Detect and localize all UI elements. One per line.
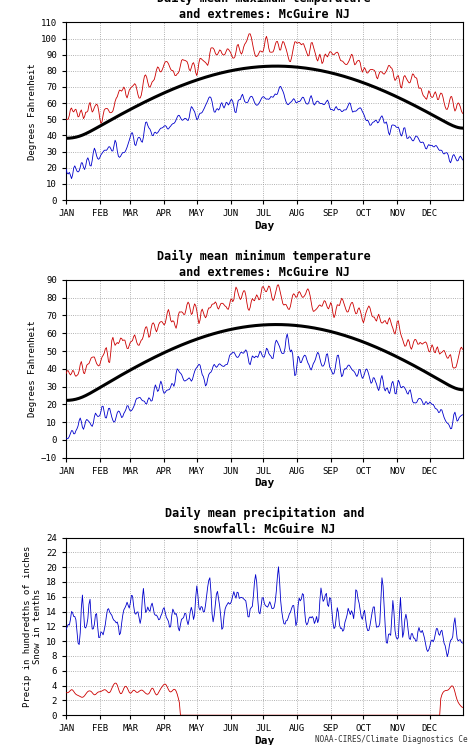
Y-axis label: Degrees Fahrenheit: Degrees Fahrenheit	[28, 63, 37, 159]
Title: Daily mean minimum temperature
and extremes: McGuire NJ: Daily mean minimum temperature and extre…	[158, 250, 371, 279]
X-axis label: Day: Day	[254, 736, 274, 745]
X-axis label: Day: Day	[254, 478, 274, 489]
Title: Daily mean precipitation and
snowfall: McGuire NJ: Daily mean precipitation and snowfall: M…	[165, 507, 364, 536]
Y-axis label: Precip in hundredths of inches
Snow in tenths: Precip in hundredths of inches Snow in t…	[23, 546, 42, 707]
Title: Daily mean maximum temperature
and extremes: McGuire NJ: Daily mean maximum temperature and extre…	[158, 0, 371, 21]
Y-axis label: Degrees Fahrenheit: Degrees Fahrenheit	[28, 320, 37, 417]
X-axis label: Day: Day	[254, 221, 274, 231]
Text: NOAA-CIRES/Climate Diagnostics Ce: NOAA-CIRES/Climate Diagnostics Ce	[315, 735, 467, 744]
